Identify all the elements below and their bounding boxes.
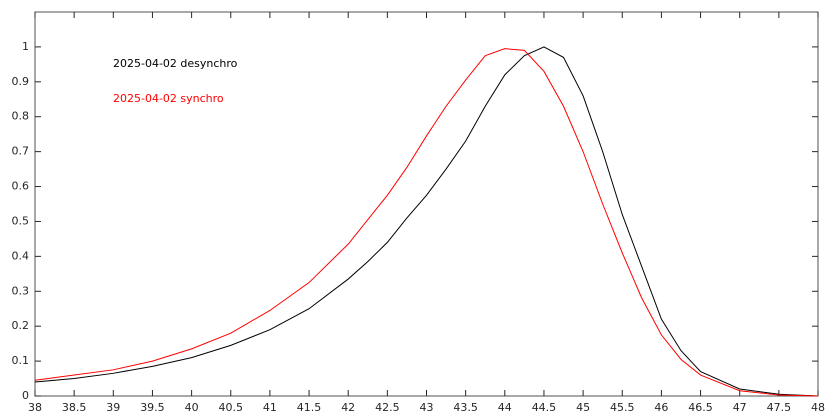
x-tick-label: 38 <box>28 401 42 414</box>
line <box>34 46 819 397</box>
x-tick-label: 41.5 <box>297 401 322 414</box>
y-tick-label: 0.2 <box>12 319 30 332</box>
y-tick-label: 0.8 <box>12 110 30 123</box>
x-tick-label: 45 <box>576 401 590 414</box>
y-tick-label: 1 <box>22 40 29 53</box>
x-tick-label: 42.5 <box>375 401 400 414</box>
y-tick-label: 0.6 <box>12 180 30 193</box>
x-tick-label: 39 <box>106 401 120 414</box>
y-tick-label: 0.7 <box>12 145 30 158</box>
line <box>34 48 819 397</box>
y-tick-label: 0.3 <box>12 284 30 297</box>
legend-label: 2025-04-02 desynchro <box>113 57 238 70</box>
x-tick-label: 40 <box>185 401 199 414</box>
x-tick-label: 40.5 <box>219 401 244 414</box>
x-tick-label: 46 <box>654 401 668 414</box>
x-tick-label: 43.5 <box>453 401 478 414</box>
x-tick-label: 48 <box>811 401 825 414</box>
x-tick-label: 38.5 <box>62 401 87 414</box>
x-tick-label: 47 <box>733 401 747 414</box>
x-tick-label: 46.5 <box>688 401 713 414</box>
x-tick-label: 39.5 <box>140 401 165 414</box>
y-tick-label: 0.1 <box>12 354 30 367</box>
x-tick-label: 45.5 <box>610 401 635 414</box>
x-tick-label: 42 <box>341 401 355 414</box>
x-tick-label: 41 <box>263 401 277 414</box>
y-tick-label: 0.9 <box>12 75 30 88</box>
x-tick-label: 44 <box>498 401 512 414</box>
y-tick-label: 0 <box>22 389 29 402</box>
legend-label: 2025-04-02 synchro <box>113 92 224 105</box>
y-tick-label: 0.4 <box>12 249 30 262</box>
x-tick-label: 43 <box>420 401 434 414</box>
y-tick-label: 0.5 <box>12 214 30 227</box>
plot-area <box>34 11 819 397</box>
x-tick-label: 44.5 <box>532 401 557 414</box>
x-tick-label: 47.5 <box>767 401 792 414</box>
